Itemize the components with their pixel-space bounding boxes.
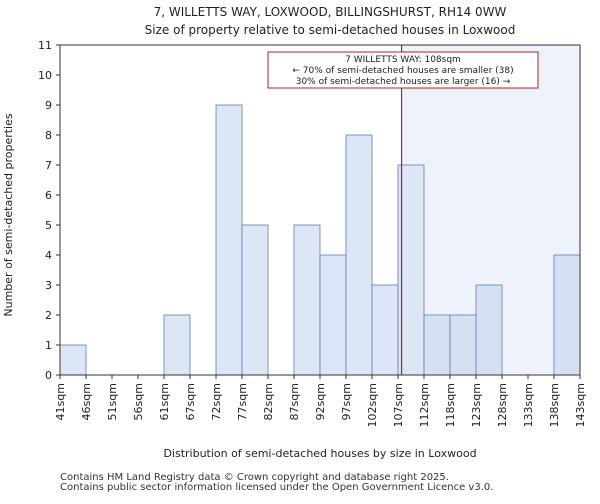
x-tick-label: 51sqm	[106, 383, 119, 420]
bar	[475, 284, 503, 376]
chart-title: 7, WILLETTS WAY, LOXWOOD, BILLINGSHURST,…	[154, 5, 507, 19]
x-tick-label: 87sqm	[288, 383, 301, 420]
x-tick-label: 61sqm	[158, 383, 171, 420]
annotation-border	[267, 51, 539, 89]
x-tick-label: 102sqm	[366, 383, 379, 427]
bar	[319, 254, 347, 376]
x-tick-label: 82sqm	[262, 383, 275, 420]
bar	[293, 224, 321, 376]
x-tick-label: 46sqm	[80, 383, 93, 420]
x-tick-label: 138sqm	[548, 383, 561, 427]
bar	[423, 314, 451, 376]
x-tick-label: 41sqm	[54, 383, 67, 420]
y-tick-label: 3	[45, 279, 52, 292]
x-tick-label: 133sqm	[522, 383, 535, 427]
bar	[371, 284, 399, 376]
annotation-line-3: 30% of semi-detached houses are larger (…	[296, 77, 511, 87]
y-tick-label: 5	[45, 219, 52, 232]
y-axis: 0 1 2 3 4 5 6 7 8 9 10 11	[38, 39, 60, 382]
x-axis-label: Distribution of semi-detached houses by …	[163, 447, 476, 460]
bar	[163, 314, 191, 376]
bar	[345, 134, 373, 376]
y-tick-label: 4	[45, 249, 52, 262]
y-tick-label: 7	[45, 159, 52, 172]
y-tick-label: 0	[45, 369, 52, 382]
bar	[449, 314, 477, 376]
bar	[241, 224, 269, 376]
x-tick-label: 97sqm	[340, 383, 353, 420]
footer: Contains HM Land Registry data © Crown c…	[60, 473, 493, 493]
bar	[397, 164, 425, 376]
footer-line-1: Contains HM Land Registry data © Crown c…	[60, 472, 449, 483]
x-tick-label: 128sqm	[496, 383, 509, 427]
annotation-line-1: 7 WILLETTS WAY: 108sqm	[345, 55, 461, 65]
x-tick-label: 67sqm	[184, 383, 197, 420]
annotation-box: 7 WILLETTS WAY: 108sqm ← 70% of semi-det…	[267, 51, 539, 89]
bar	[215, 104, 243, 376]
y-tick-label: 11	[38, 39, 52, 52]
x-tick-label: 143sqm	[574, 383, 587, 427]
y-tick-label: 6	[45, 189, 52, 202]
y-tick-label: 8	[45, 129, 52, 142]
footer-line-2: Contains public sector information licen…	[60, 482, 494, 493]
bar	[553, 254, 581, 376]
x-tick-label: 77sqm	[236, 383, 249, 420]
bar	[59, 344, 87, 376]
y-tick-label: 10	[38, 69, 52, 82]
bars	[59, 104, 581, 376]
y-tick-label: 2	[45, 309, 52, 322]
x-tick-label: 112sqm	[418, 383, 431, 427]
y-axis-label: Number of semi-detached properties	[2, 113, 15, 316]
chart-subtitle: Size of property relative to semi-detach…	[145, 23, 516, 37]
x-tick-label: 118sqm	[444, 383, 457, 427]
x-tick-label: 123sqm	[470, 383, 483, 427]
x-tick-label: 107sqm	[392, 383, 405, 427]
x-tick-label: 92sqm	[314, 383, 327, 420]
annotation-line-2: ← 70% of semi-detached houses are smalle…	[292, 66, 513, 76]
x-tick-label: 72sqm	[210, 383, 223, 420]
y-tick-label: 9	[45, 99, 52, 112]
y-tick-label: 1	[45, 339, 52, 352]
x-axis: 41sqm 46sqm 51sqm 56sqm 61sqm 67sqm 72sqm 77sqm…	[54, 375, 587, 427]
x-tick-label: 56sqm	[132, 383, 145, 420]
